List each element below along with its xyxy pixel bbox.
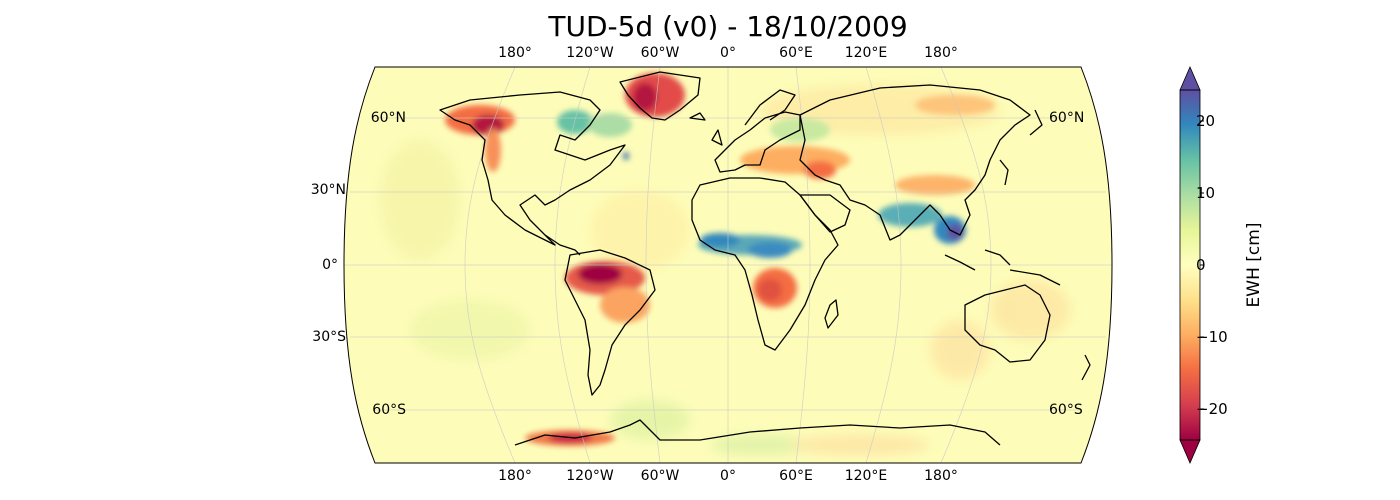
lon-label-top: 60°W	[640, 45, 680, 61]
lon-label-bottom: 120°W	[566, 468, 614, 484]
lon-label-bottom: 180°	[924, 468, 958, 484]
lon-label-top: 180°	[924, 45, 958, 61]
lat-label-right: 60°N	[1049, 110, 1085, 126]
lon-label-top: 120°E	[844, 45, 888, 61]
lat-label-left: 30°N	[310, 182, 346, 198]
colorbar	[1179, 65, 1204, 465]
lat-label-left: 30°S	[312, 329, 346, 345]
lon-label-top: 180°	[498, 45, 532, 61]
lon-label-bottom: 180°	[498, 468, 532, 484]
lat-label-left: 60°S	[372, 402, 406, 418]
lon-label-bottom: 0°	[720, 468, 736, 484]
map-outline	[343, 66, 1113, 464]
colorbar-label: EWH [cm]	[1244, 222, 1264, 308]
colorbar-tick-label: −10	[1196, 328, 1228, 346]
colorbar-tick-label: 20	[1196, 112, 1216, 130]
anomaly-blobs	[445, 73, 995, 446]
lon-label-bottom: 60°W	[640, 468, 680, 484]
graticule	[344, 67, 1112, 463]
lon-label-top: 0°	[720, 45, 736, 61]
lat-label-right: 60°S	[1049, 402, 1083, 418]
map-title: TUD-5d (v0) - 18/10/2009	[548, 10, 908, 43]
colorbar-tick-label: −20	[1196, 400, 1228, 418]
lon-label-top: 60°E	[779, 45, 813, 61]
lon-label-bottom: 120°E	[844, 468, 888, 484]
colorbar-min-extend	[1179, 439, 1201, 465]
lon-label-top: 120°W	[566, 45, 614, 61]
lon-label-bottom: 60°E	[779, 468, 813, 484]
lat-label-left: 0°	[322, 257, 338, 273]
coastlines	[439, 71, 1091, 446]
lat-label-left: 60°N	[370, 110, 406, 126]
colorbar-tick-label: 0	[1196, 256, 1206, 274]
colorbar-tick-label: 10	[1196, 184, 1216, 202]
map-globe	[344, 67, 1112, 463]
colorbar-max-extend	[1179, 65, 1201, 91]
colorbar-gradient	[1180, 90, 1200, 440]
